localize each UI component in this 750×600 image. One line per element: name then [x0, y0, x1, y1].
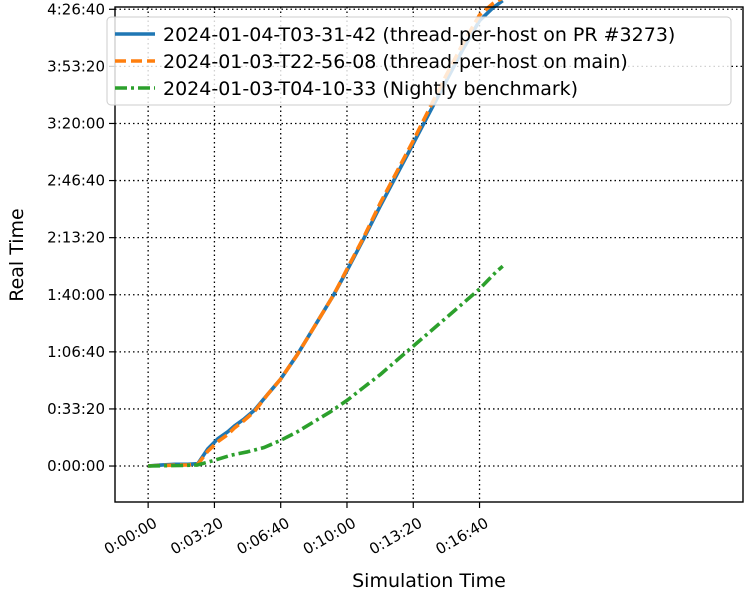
- y-axis-label: Real Time: [6, 208, 28, 302]
- y-axis: 0:00:00 0:33:20 1:06:40 1:40:00 2:13:20 2:46:…: [47, 0, 115, 475]
- y-tick-label: 3:53:20: [47, 57, 105, 75]
- y-tick-label: 3:20:00: [47, 114, 105, 132]
- y-tick-label: 2:13:20: [47, 229, 105, 247]
- legend: 2024-01-04-T03-31-42 (thread-per-host on…: [106, 16, 732, 106]
- y-tick-label: 2:46:40: [47, 172, 105, 190]
- y-tick-label: 4:26:40: [47, 0, 105, 18]
- y-tick-label: 1:40:00: [47, 286, 105, 304]
- x-axis-label: Simulation Time: [352, 570, 506, 592]
- y-tick-label: 0:00:00: [47, 457, 105, 475]
- legend-box: [106, 16, 732, 106]
- legend-label-3: 2024-01-03-T04-10-33 (Nightly benchmark): [163, 78, 578, 100]
- y-tick-label: 0:33:20: [47, 400, 105, 418]
- y-tick-label: 1:06:40: [47, 343, 105, 361]
- legend-label-1: 2024-01-04-T03-31-42 (thread-per-host on…: [163, 24, 675, 46]
- plot-frame: [114, 6, 744, 503]
- legend-label-2: 2024-01-03-T22-56-08 (thread-per-host on…: [163, 51, 628, 73]
- series-line-3: [148, 264, 504, 468]
